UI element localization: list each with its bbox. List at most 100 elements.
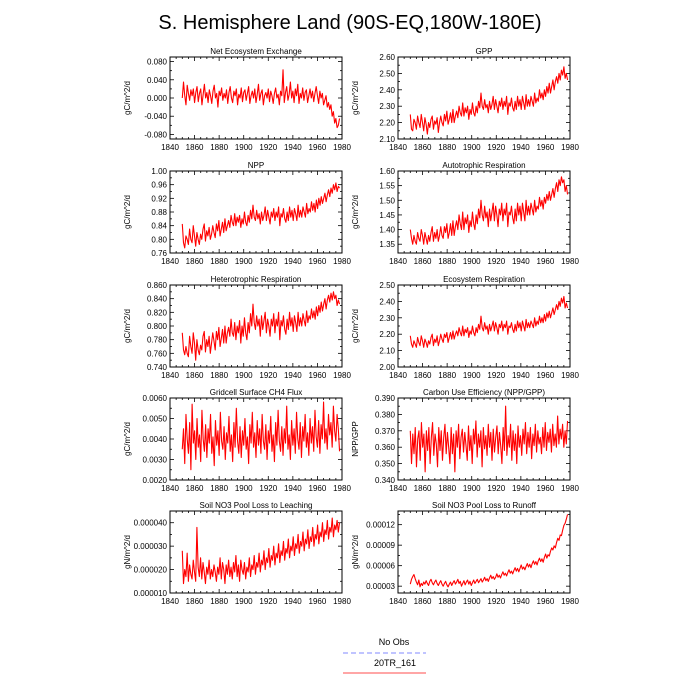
chart-8-ylabel: gN/m^2/d: [123, 535, 132, 569]
chart-3-frame: [397, 170, 571, 254]
chart-5-xtick-label: 1840: [389, 371, 407, 380]
chart-9-xtick-label: 1980: [561, 597, 579, 606]
chart-1-frame: [397, 56, 571, 140]
chart-7-ytick-label: 0.360: [375, 443, 396, 452]
chart-4-xtick-label: 1980: [333, 371, 351, 380]
chart-4-ytick-label: 0.760: [147, 349, 168, 358]
chart-5-xtick-label: 1980: [561, 371, 579, 380]
panel-gridcell-surface-ch4-flux: Gridcell Surface CH4 Flux gC/m^2/d 1840 186…: [123, 388, 351, 493]
chart-3-ytick-label: 1.45: [379, 211, 395, 220]
chart-5-xtick-label: 1940: [512, 371, 530, 380]
chart-4-xtick-label: 1960: [309, 371, 327, 380]
chart-3-xtick-label: 1940: [512, 257, 530, 266]
chart-3-ytick-label: 1.55: [379, 182, 395, 191]
chart-3-xtick-label: 1840: [389, 257, 407, 266]
chart-1-xtick-label: 1960: [537, 143, 555, 152]
chart-3-ytick-label: 1.50: [379, 196, 395, 205]
chart-2-frame: [169, 170, 343, 254]
chart-4-ytick-label: 0.860: [147, 281, 168, 290]
chart-2-xtick-label: 1840: [161, 257, 179, 266]
chart-2-title: NPP: [248, 161, 264, 170]
chart-6-series-20tr-161: [181, 401, 341, 471]
chart-0-xtick-label: 1940: [284, 143, 302, 152]
chart-5-xtick-label: 1960: [537, 371, 555, 380]
chart-0-ytick-label: 0.000: [147, 94, 168, 103]
chart-5-xtick-label: 1900: [463, 371, 481, 380]
chart-4-ytick-label: 0.840: [147, 295, 168, 304]
chart-2-xtick-label: 1860: [186, 257, 204, 266]
chart-2-xtick-label: 1880: [210, 257, 228, 266]
chart-9-ytick-label: 0.00003: [366, 582, 395, 591]
chart-0-ytick-label: -0.040: [144, 112, 167, 121]
chart-0-ytick-label: 0.080: [147, 58, 168, 67]
chart-9-ytick-label: 0.00009: [366, 541, 395, 550]
chart-7-xtick-label: 1840: [389, 484, 407, 493]
chart-9-ytick-label: 0.00006: [366, 562, 395, 571]
chart-5-ytick-label: 2.20: [379, 330, 395, 339]
chart-8-xtick-label: 1920: [259, 597, 277, 606]
chart-7-ylabel: NPP/GPP: [351, 421, 360, 457]
chart-7-xtick-label: 1940: [512, 484, 530, 493]
chart-3-xtick-label: 1980: [561, 257, 579, 266]
legend-label-no-obs: No Obs: [379, 637, 410, 647]
chart-7-xtick-label: 1960: [537, 484, 555, 493]
chart-0-ytick-label: -0.080: [144, 130, 167, 139]
chart-6-xtick-label: 1960: [309, 484, 327, 493]
chart-5-xtick-label: 1920: [487, 371, 505, 380]
chart-0-title: Net Ecosystem Exchange: [210, 47, 302, 56]
panel-carbon-use-efficiency-npp-gpp: Carbon Use Efficiency (NPP/GPP) NPP/GPP 18…: [351, 388, 579, 493]
chart-6-xtick-label: 1900: [235, 484, 253, 493]
chart-1-xtick-label: 1940: [512, 143, 530, 152]
chart-2-xtick-label: 1980: [333, 257, 351, 266]
panel-net-ecosystem-exchange: Net Ecosystem Exchange gC/m^2/d 1840 1860 18…: [123, 47, 351, 152]
chart-6-xtick-label: 1920: [259, 484, 277, 493]
chart-5-xtick-label: 1860: [414, 371, 432, 380]
chart-8-xtick-label: 1960: [309, 597, 327, 606]
chart-9-title: Soil NO3 Pool Loss to Runoff: [432, 501, 537, 510]
legend: No Obs 20TR_161: [343, 637, 426, 674]
chart-1-xtick-label: 1840: [389, 143, 407, 152]
chart-0-xtick-label: 1840: [161, 143, 179, 152]
chart-1-xtick-label: 1980: [561, 143, 579, 152]
chart-4-ylabel: gC/m^2/d: [123, 309, 132, 343]
chart-2-xtick-label: 1940: [284, 257, 302, 266]
chart-8-xtick-label: 1840: [161, 597, 179, 606]
chart-1-ytick-label: 2.60: [379, 53, 395, 62]
chart-3-title: Autotrophic Respiration: [442, 161, 525, 170]
chart-9-xtick-label: 1920: [487, 597, 505, 606]
chart-9-xtick-label: 1860: [414, 597, 432, 606]
chart-8-series-20tr-161: [181, 517, 341, 585]
chart-2-ytick-label: 0.84: [151, 222, 167, 231]
chart-9-series-20tr-161: [409, 514, 569, 588]
chart-6-ytick-label: 0.0030: [143, 456, 168, 465]
chart-0-xtick-label: 1900: [235, 143, 253, 152]
chart-5-ytick-label: 2.30: [379, 314, 395, 323]
panel-gpp: GPP gC/m^2/d 1840 1860 1880 1900 1920 1940 1960 1…: [351, 47, 579, 152]
chart-2-xtick-label: 1900: [235, 257, 253, 266]
chart-2-ytick-label: 0.96: [151, 181, 167, 190]
panel-autotrophic-respiration: Autotrophic Respiration gC/m^2/d 1840 1860 1…: [351, 161, 579, 266]
chart-8-title: Soil NO3 Pool Loss to Leaching: [200, 501, 313, 510]
chart-7-ytick-label: 0.390: [375, 394, 396, 403]
chart-5-ytick-label: 2.50: [379, 281, 395, 290]
chart-6-frame: [169, 397, 343, 481]
chart-1-ytick-label: 2.20: [379, 119, 395, 128]
chart-9-xtick-label: 1940: [512, 597, 530, 606]
chart-8-xtick-label: 1980: [333, 597, 351, 606]
chart-5-series-20tr-161: [409, 295, 569, 348]
chart-2-series-20tr-161: [181, 182, 340, 249]
chart-0-xtick-label: 1860: [186, 143, 204, 152]
chart-1-series-20tr-161: [409, 66, 569, 135]
chart-5-ytick-label: 2.40: [379, 297, 395, 306]
chart-2-ytick-label: 0.92: [151, 194, 167, 203]
chart-3-xtick-label: 1960: [537, 257, 555, 266]
chart-1-ytick-label: 2.40: [379, 86, 395, 95]
chart-6-ytick-label: 0.0060: [143, 394, 168, 403]
chart-6-xtick-label: 1880: [210, 484, 228, 493]
chart-6-xtick-label: 1840: [161, 484, 179, 493]
panel-soil-no3-pool-loss-to-leaching: Soil NO3 Pool Loss to Leaching gN/m^2/d 18…: [123, 501, 351, 606]
chart-7-xtick-label: 1920: [487, 484, 505, 493]
chart-4-ytick-label: 0.740: [147, 363, 168, 372]
chart-9-ylabel: gN/m^2/d: [351, 535, 360, 569]
chart-2-ylabel: gC/m^2/d: [123, 195, 132, 229]
